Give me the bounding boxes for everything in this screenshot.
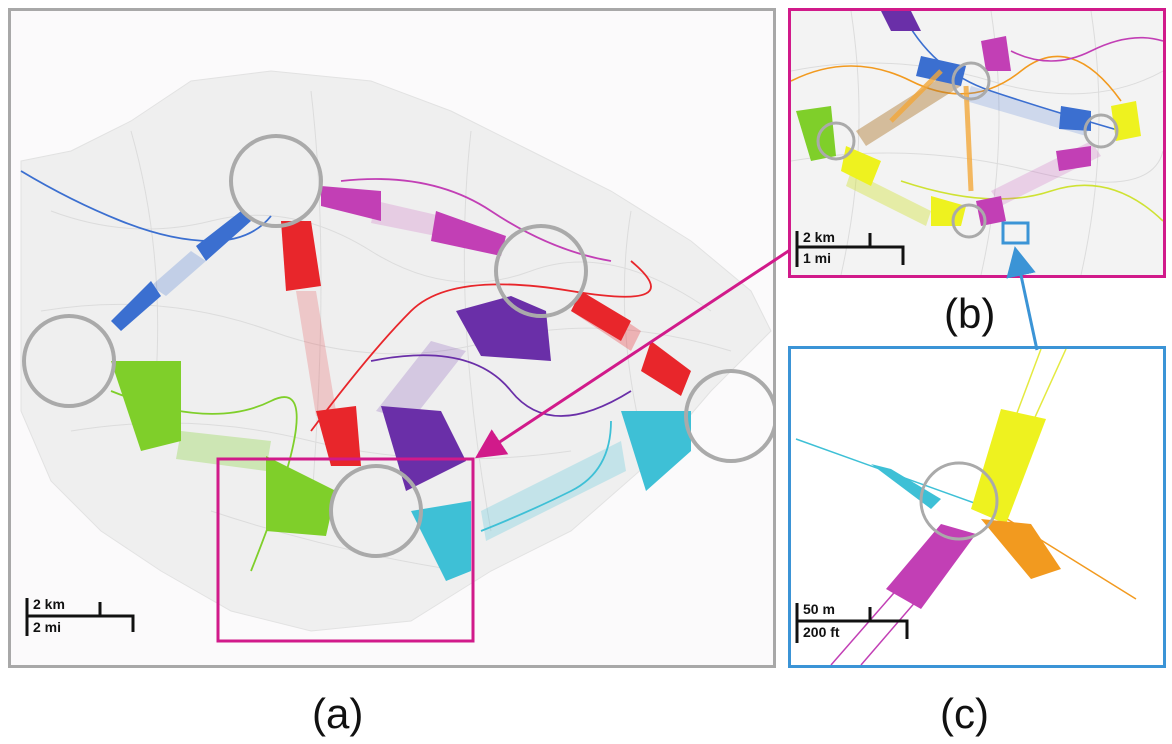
- detail-node-left: [816, 121, 856, 161]
- detail-fan-green: [796, 106, 836, 161]
- scalebar-a-bottom: 2 mi: [33, 619, 62, 635]
- micro-map-panel[interactable]: 50 m 200 ft: [788, 346, 1166, 668]
- link-red: [296, 291, 336, 416]
- detail-map-panel[interactable]: 2 km 1 mi: [788, 8, 1166, 278]
- micro-fan-yellow: [971, 409, 1046, 524]
- detail-fan-blue-right: [1059, 106, 1091, 131]
- detail-map: [791, 11, 1163, 275]
- overview-map: [20, 70, 773, 643]
- detail-fan-magenta: [981, 36, 1011, 71]
- fan-red-top: [281, 221, 321, 291]
- scalebar-c: 50 m 200 ft: [795, 601, 915, 651]
- overview-map-panel[interactable]: 2 km 2 mi: [8, 8, 776, 668]
- scalebar-c-top: 50 m: [803, 601, 835, 617]
- scalebar-b-bottom: 1 mi: [803, 250, 832, 266]
- scalebar-a: 2 km 2 mi: [25, 596, 165, 646]
- node-bottom: [329, 464, 423, 558]
- detail-node-top: [951, 61, 991, 101]
- node-right: [684, 369, 773, 463]
- detail-yellow-line: [900, 180, 1163, 222]
- blue-line: [20, 170, 272, 242]
- node-top: [229, 134, 323, 228]
- detail-band-brown: [856, 71, 961, 146]
- detail-band-yellow: [846, 171, 931, 226]
- micro-fan-magenta: [886, 524, 976, 609]
- fan-cyan-bottom: [411, 501, 471, 581]
- fan-purple-bottom: [381, 406, 466, 491]
- link-blue: [151, 251, 206, 296]
- detail-band-purple: [881, 11, 921, 31]
- detail-fan-magenta-right: [1056, 146, 1091, 171]
- micro-fan-cyan: [871, 464, 941, 509]
- micro-node: [919, 461, 999, 541]
- caption-a: (a): [312, 690, 364, 737]
- fan-green-left: [111, 361, 181, 451]
- node-left: [22, 314, 116, 408]
- link-purple: [376, 341, 466, 421]
- detail-magenta-line: [1010, 36, 1163, 62]
- caption-b: (b): [944, 290, 996, 337]
- detail-fan-yellow-bottom: [931, 196, 966, 226]
- highlight-box-b: [1001, 221, 1030, 245]
- fan-blue-top: [196, 211, 251, 261]
- fan-red-bottom: [316, 406, 361, 466]
- detail-orange-connectors: [889, 69, 974, 192]
- scalebar-b-top: 2 km: [803, 229, 835, 245]
- detail-node-bottom: [951, 203, 987, 239]
- scalebar-b: 2 km 1 mi: [795, 229, 915, 273]
- detail-fan-yellow-left: [841, 146, 881, 186]
- link-green: [176, 431, 271, 471]
- micro-map: [791, 349, 1163, 665]
- link-cyan: [481, 441, 626, 541]
- fan-magenta-top: [321, 186, 381, 221]
- fan-magenta-n2: [431, 211, 506, 256]
- fan-blue-left: [111, 281, 161, 331]
- detail-node-right: [1083, 113, 1119, 149]
- fan-green-bottom: [266, 456, 336, 536]
- micro-fan-orange: [981, 519, 1061, 579]
- link-magenta: [371, 201, 441, 236]
- scalebar-c-bottom: 200 ft: [803, 624, 840, 640]
- highlight-box-a: [216, 457, 475, 643]
- caption-c: (c): [940, 690, 989, 737]
- scalebar-a-top: 2 km: [33, 596, 65, 612]
